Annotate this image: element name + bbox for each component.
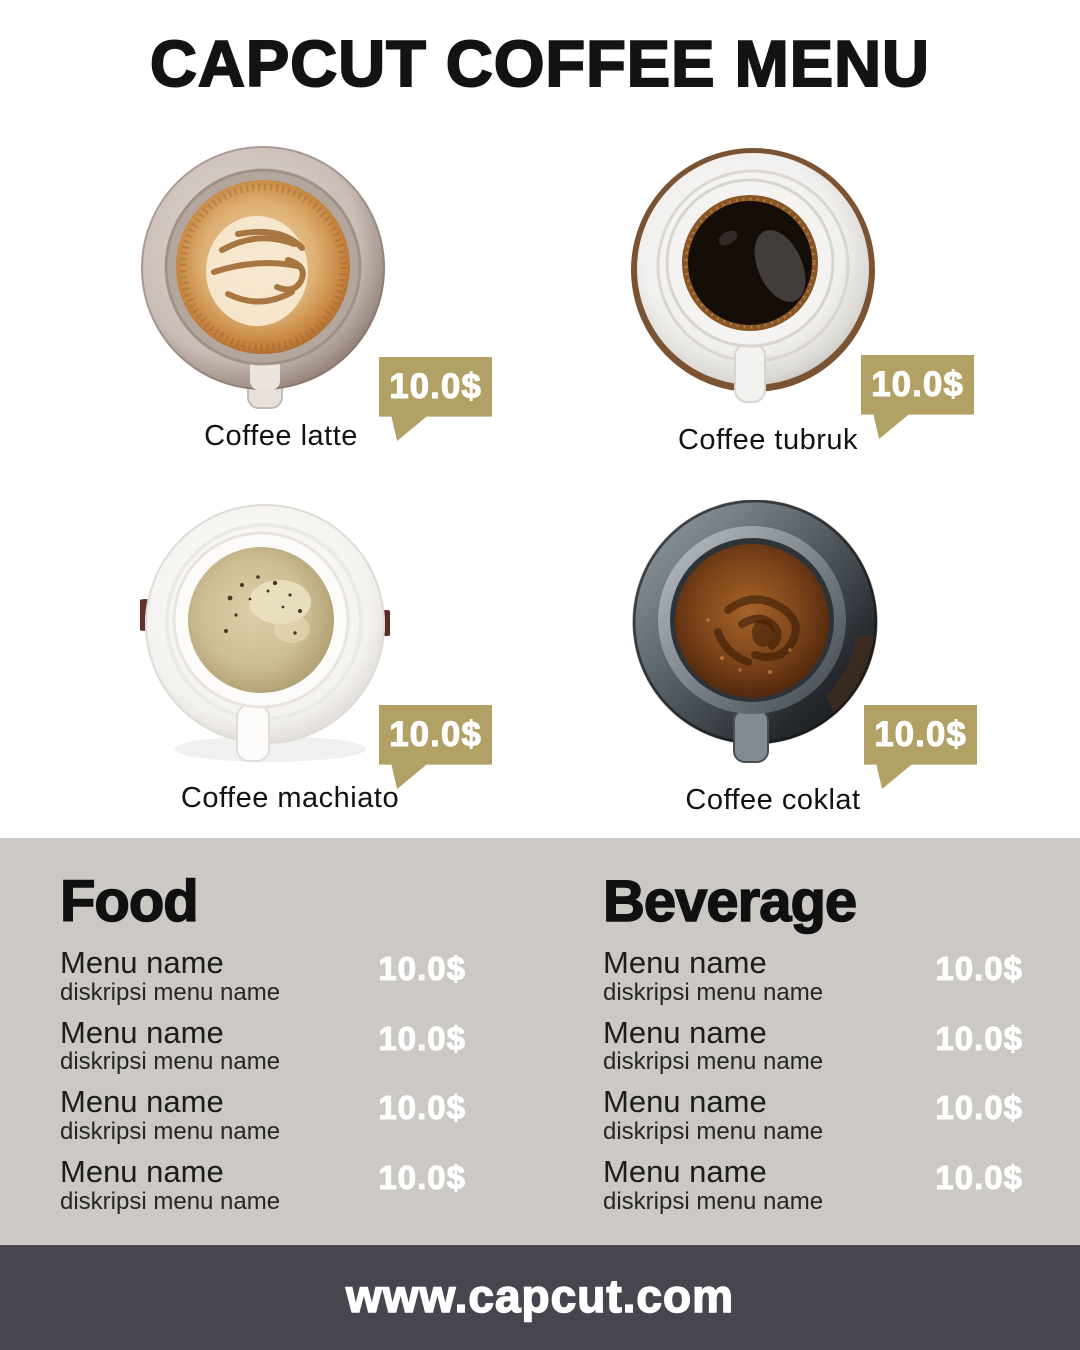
menu-item-price: 10.0$ [378, 949, 466, 987]
latte-coffee-image [141, 146, 385, 409]
black-coffee-image [631, 148, 875, 403]
menu-row: Menu name diskripsi menu name 10.0$ [603, 1014, 1023, 1077]
footer: www.capcut.com [0, 1245, 1080, 1350]
menu-row: Menu name diskripsi menu name 10.0$ [60, 1014, 466, 1077]
menu-item-name: Menu name [60, 1154, 224, 1190]
menu-item-description: diskripsi menu name [60, 1118, 281, 1146]
macchiato-coffee-image [140, 504, 390, 762]
beverage-heading: Beverage [602, 869, 858, 934]
menu-item-description: diskripsi menu name [603, 1118, 824, 1146]
menu-item-price: 10.0$ [378, 1019, 466, 1057]
menu-row: Menu name diskripsi menu name 10.0$ [60, 1084, 466, 1146]
menu-item-name: Menu name [60, 1084, 224, 1120]
menu-item-name: Menu name [60, 944, 224, 980]
featured-item-name: Coffee tubruk [677, 424, 859, 456]
price-label: 10.0$ [389, 715, 482, 755]
menu-item-price: 10.0$ [935, 1019, 1023, 1057]
menu-row: Menu name diskripsi menu name 10.0$ [60, 944, 466, 1007]
price-label: 10.0$ [389, 367, 482, 407]
menu-item-name: Menu name [603, 1154, 767, 1190]
menu-item-description: diskripsi menu name [60, 978, 281, 1006]
menu-item-name: Menu name [603, 1014, 767, 1050]
menu-item-price: 10.0$ [378, 1089, 466, 1127]
menu-item-price: 10.0$ [935, 949, 1023, 987]
menu-item-name: Menu name [60, 1014, 224, 1050]
menu-row: Menu name diskripsi menu name 10.0$ [603, 1084, 1023, 1146]
menu-item-name: Menu name [603, 944, 767, 980]
menu-row: Menu name diskripsi menu name 10.0$ [603, 944, 1023, 1007]
food-heading: Food [59, 869, 199, 934]
menu-row: Menu name diskripsi menu name 10.0$ [60, 1154, 466, 1216]
menu-item-price: 10.0$ [935, 1089, 1023, 1127]
featured-item-name: Coffee latte [204, 420, 358, 452]
beverage-column: Beverage Menu name diskripsi menu name 1… [602, 869, 1023, 1226]
price-tag: 10.0$ [379, 705, 492, 789]
menu-item-price: 10.0$ [378, 1159, 466, 1197]
featured-item-name: Coffee machiato [180, 782, 400, 814]
price-label: 10.0$ [874, 715, 967, 755]
menu-item-name: Menu name [603, 1084, 767, 1120]
menu-item-price: 10.0$ [935, 1159, 1023, 1197]
featured-item-name: Coffee coklat [685, 784, 861, 816]
chocolate-coffee-image [632, 500, 878, 763]
website-url: www.capcut.com [345, 1269, 735, 1323]
menu-row: Menu name diskripsi menu name 10.0$ [603, 1154, 1023, 1216]
menu-item-description: diskripsi menu name [603, 1048, 824, 1076]
food-column: Food Menu name diskripsi menu name 10.0$… [59, 869, 466, 1226]
price-tag: 10.0$ [864, 705, 977, 789]
price-label: 10.0$ [871, 365, 964, 405]
menu-item-description: diskripsi menu name [60, 1048, 281, 1076]
page-title: CAPCUT COFFEE MENU [149, 26, 930, 101]
menu-item-description: diskripsi menu name [60, 1187, 281, 1215]
menu-section: Food Menu name diskripsi menu name 10.0$… [0, 838, 1080, 1245]
menu-item-description: diskripsi menu name [603, 978, 824, 1006]
menu-item-description: diskripsi menu name [603, 1187, 824, 1215]
